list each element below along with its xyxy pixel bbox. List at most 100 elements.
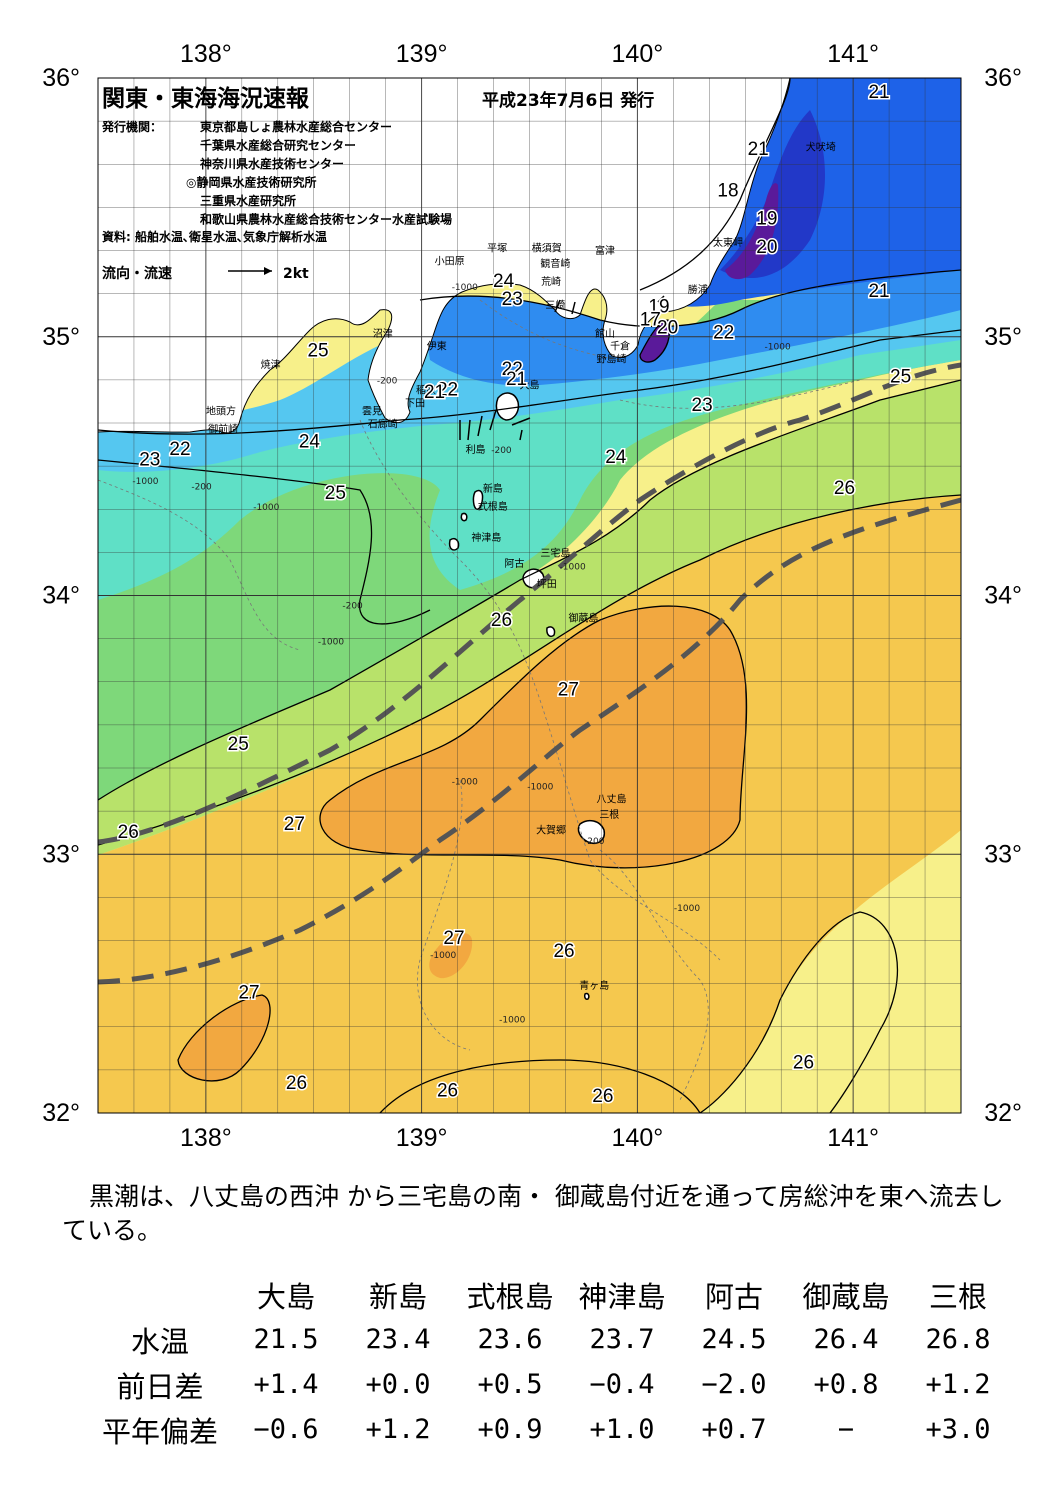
place-label: 稲取 [416, 385, 436, 397]
isotherm-label: 21 [748, 139, 769, 160]
isotherm-label: 25 [325, 483, 346, 504]
station-header: 神津島 [578, 1279, 666, 1314]
stats-cell: +0.8 [813, 1369, 879, 1400]
station-header: 大島 [256, 1279, 315, 1314]
isotherm-label: 27 [284, 814, 305, 835]
depth-label: -1000 [253, 503, 279, 513]
place-label: 館山 [595, 327, 615, 340]
place-label: 太東岬 [713, 236, 743, 249]
issuer-label: 発行機関： [101, 119, 162, 134]
depth-label: -1000 [318, 638, 344, 648]
stats-cell: +0.9 [477, 1414, 543, 1445]
place-label: 伊東 [427, 340, 447, 353]
lat-tick-label: 33° [42, 840, 80, 868]
isotherm-label: 21 [868, 281, 889, 302]
stats-cell: +1.0 [589, 1414, 655, 1445]
place-label: 利島 [466, 443, 486, 456]
depth-label: -1000 [560, 563, 586, 573]
stats-cell: 26.4 [813, 1324, 879, 1355]
issuer-item: 神奈川県水産技術センター [200, 156, 344, 171]
station-header: 新島 [368, 1279, 427, 1314]
lat-tick-label: 36° [42, 64, 80, 92]
place-label: 御前崎 [208, 422, 238, 435]
depth-labels: -1000 -200 -1000 -1000 -200 -1000 -200 -1000 -20… [132, 283, 791, 1025]
band-27-small-a [178, 995, 271, 1081]
lon-tick-label: 138° [180, 40, 232, 68]
stats-cell: −0.6 [253, 1414, 319, 1445]
stats-cell: +1.2 [365, 1414, 431, 1445]
isotherm-label: 27 [443, 928, 464, 949]
band-27-small-b [429, 932, 473, 979]
isotherm-label: 26 [437, 1081, 458, 1102]
issuer-item: 東京都島しょ農林水産総合センター [200, 119, 392, 134]
stats-cell: +1.2 [925, 1369, 991, 1400]
stats-cell: 26.8 [925, 1324, 991, 1355]
band-27-core [320, 606, 747, 868]
isotherm-label: 22 [502, 359, 523, 380]
stats-cell: −2.0 [701, 1369, 767, 1400]
isotherm-label: 26 [118, 822, 139, 843]
place-label: 野島崎 [596, 353, 626, 366]
band-17 [725, 183, 779, 280]
depth-contours [98, 299, 861, 1101]
lon-tick-label: 139° [396, 40, 448, 68]
stats-cell: 21.5 [253, 1324, 319, 1355]
isotherm-label: 24 [605, 447, 627, 468]
depth-label: -1000 [452, 283, 478, 293]
isotherm-label: 23 [502, 289, 523, 310]
sea-surface-temperature-map: 138° 138° 139° 139° 140° 140° 141° 141° 36° 36° 35… [42, 40, 1022, 1152]
depth-label: -200 [377, 376, 398, 386]
place-label: 下田 [405, 399, 425, 410]
place-label: 雲見 [362, 405, 382, 417]
stats-corner [90, 1272, 230, 1317]
isotherm-label: 19 [756, 209, 777, 230]
land-aogashima [584, 992, 590, 1000]
place-label: 勝浦 [688, 283, 708, 296]
place-label: 平塚 [487, 242, 507, 254]
lat-tick-label: 32° [984, 1099, 1022, 1127]
current-legend-arrowhead [264, 267, 272, 275]
isotherm-label: 26 [793, 1052, 814, 1073]
place-label: 坪田 [537, 578, 557, 591]
depth-label: -1000 [499, 1015, 525, 1025]
issuer-item: 三重県水産研究所 [200, 193, 296, 208]
stats-cell: 23.6 [477, 1324, 543, 1355]
stats-header-row: 大島 新島 式根島 神津島 阿古 御蔵島 三根 [90, 1272, 1014, 1317]
isotherm-label: 26 [592, 1086, 613, 1107]
station-header: 阿古 [704, 1279, 763, 1314]
place-label: 青ヶ島 [579, 979, 609, 992]
place-label: 犬吠埼 [806, 140, 836, 153]
station-header: 三根 [928, 1279, 987, 1314]
depth-label: -1000 [674, 904, 700, 914]
lon-tick-label: 139° [396, 1124, 448, 1152]
stats-cell: −0.4 [589, 1369, 655, 1400]
isotherm-label: 20 [756, 237, 777, 258]
isotherm-label: 27 [558, 680, 579, 701]
stats-row-label: 水温 [130, 1324, 189, 1359]
stats-cell: 23.7 [589, 1324, 655, 1355]
depth-label: -1000 [765, 343, 791, 353]
band-17-b [640, 320, 670, 363]
land-mikurajima [546, 626, 556, 638]
place-label: 焼津 [261, 359, 281, 371]
place-label: 三根 [599, 808, 619, 821]
lon-tick-label: 140° [612, 1124, 664, 1152]
stats-cell: +3.0 [925, 1414, 991, 1445]
kuroshio-axis [98, 362, 961, 985]
stats-row: 水温 21.5 23.4 23.6 23.7 24.5 26.4 26.8 [90, 1317, 1014, 1362]
isotherm-label: 25 [228, 734, 249, 755]
depth-label: -200 [342, 601, 363, 611]
station-stats-table: 大島 新島 式根島 神津島 阿古 御蔵島 三根 水温 21.5 23.4 23.6 23… [90, 1272, 1014, 1452]
isotherm-label: 22 [713, 323, 734, 344]
station-header: 式根島 [466, 1279, 554, 1314]
stats-cell: − [837, 1414, 855, 1445]
isotherm-label: 20 [657, 317, 678, 338]
issue-date: 平成23年7月6日 発行 [482, 90, 654, 111]
lat-tick-label: 34° [984, 582, 1022, 610]
isotherm-label: 19 [648, 297, 669, 318]
land-shikinejima [460, 512, 468, 522]
place-label: 新島 [483, 482, 503, 495]
isotherm-lines [98, 78, 961, 1113]
